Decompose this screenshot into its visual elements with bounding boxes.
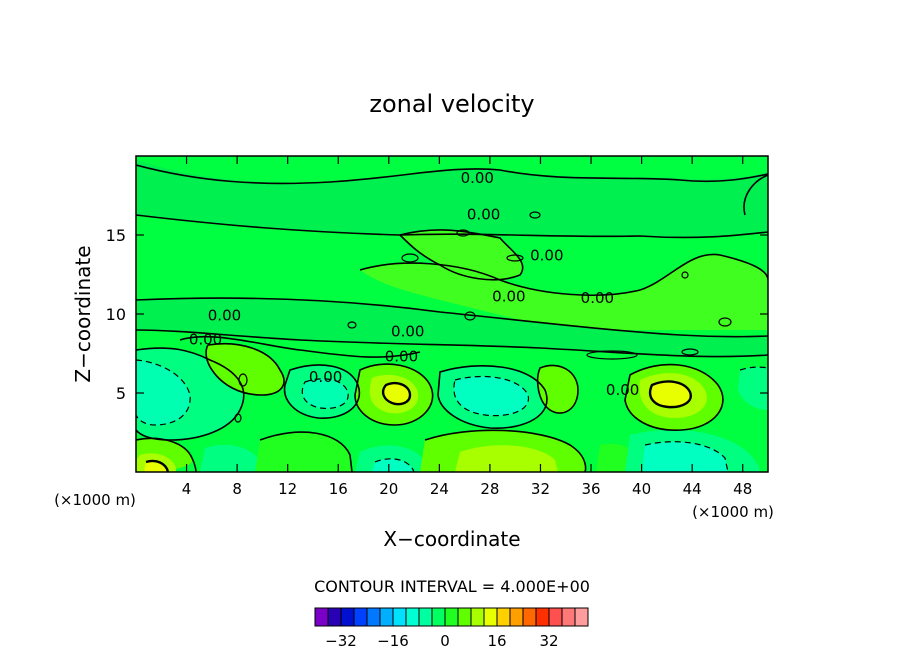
y-tick-label: 5 [116, 384, 126, 403]
y-axis-ticks: 5 10 15 [106, 226, 768, 403]
x-scale-note-right: (×1000 m) [692, 503, 774, 521]
x-tick-label: 20 [379, 480, 398, 498]
contour-label: 0.00 [530, 247, 563, 265]
colorbar-swatch [327, 607, 342, 627]
bottom-cell-d-inner [372, 458, 414, 472]
cell-c-core [383, 383, 410, 405]
contour-label: 0.00 [391, 322, 424, 340]
bottom-cell-c [255, 432, 352, 472]
x-tick-label: 44 [683, 480, 702, 498]
colorbar-swatch [561, 607, 576, 627]
colorbar-tick-label: −16 [377, 632, 409, 650]
contour-label-group: 0.00 0.00 0.00 0.00 0.00 0.00 0.00 0.00 0.00 0.00… [189, 169, 640, 399]
colorbar-swatch [470, 607, 485, 627]
bottom-cell-e-mid [455, 445, 558, 472]
layer-band [136, 298, 768, 357]
bottom-cell-b [200, 444, 264, 472]
colorbar-swatch [522, 607, 537, 627]
x-tick-label: 48 [733, 480, 752, 498]
contour-label: 0.00 [606, 381, 639, 399]
chart-title: zonal velocity [369, 90, 534, 118]
negative-contours [136, 359, 768, 472]
colorbar-swatch [535, 607, 550, 627]
colorbar-swatch [431, 607, 446, 627]
colorbar-swatch [483, 607, 498, 627]
colorbar-swatch [353, 607, 368, 627]
cell-b-inner [302, 378, 349, 409]
small-contours [234, 211, 732, 423]
contour-label: 0.00 [461, 169, 494, 187]
contour-label: 0.00 [581, 289, 614, 307]
colorbar-swatch [392, 607, 407, 627]
mid-patch [400, 229, 523, 280]
y-axis-label: Z−coordinate [71, 245, 95, 382]
x-tick-label: 24 [430, 480, 449, 498]
x-tick-label: 4 [182, 480, 192, 498]
contour-field: 0.00 0.00 0.00 0.00 0.00 0.00 0.00 0.00 0.00 0.00… [136, 156, 768, 472]
cell-a [206, 343, 284, 395]
colorbar-tick-label: 0 [440, 632, 450, 650]
x-scale-note-left: (×1000 m) [54, 491, 136, 509]
colorbar-swatch [444, 607, 459, 627]
contour-lines [136, 164, 768, 472]
cell-g [738, 367, 768, 410]
colorbar-tick-label: 32 [539, 632, 558, 650]
colorbar-tick-label: 16 [487, 632, 506, 650]
x-tick-label: 8 [232, 480, 242, 498]
contour-label: 0.00 [492, 288, 525, 306]
colorbar-tick-label: −32 [325, 632, 357, 650]
cell-f-core [650, 381, 691, 408]
colorbar-swatch [496, 607, 511, 627]
right-mid-patch [360, 254, 768, 330]
bottom-cell-d [355, 445, 428, 472]
x-tick-label: 12 [278, 480, 297, 498]
colorbar-ticks: −32 −16 0 16 32 [325, 632, 558, 650]
contour-label: 0.00 [309, 368, 342, 386]
contour-interval-label: CONTOUR INTERVAL = 4.000E+00 [314, 577, 590, 596]
y-tick-label: 15 [106, 226, 126, 245]
contour-label: 0.00 [208, 307, 241, 325]
x-tick-label: 32 [531, 480, 550, 498]
x-tick-label: 40 [632, 480, 651, 498]
left-cell-inner [136, 360, 191, 425]
x-tick-label: 28 [480, 480, 499, 498]
colorbar-swatch [366, 607, 381, 627]
x-axis-ticks: 4 8 12 16 20 24 28 32 36 40 44 48 [182, 156, 752, 498]
colorbar-swatch [405, 607, 420, 627]
x-axis-label: X−coordinate [383, 527, 520, 551]
contour-label: 0.00 [385, 348, 418, 366]
colorbar-swatch [509, 607, 524, 627]
contour-label: 0.00 [467, 205, 500, 223]
colorbar [314, 607, 589, 627]
contour-label: 0.00 [189, 330, 222, 348]
colorbar-swatch [379, 607, 394, 627]
colorbar-swatch [418, 607, 433, 627]
colorbar-swatch [340, 607, 355, 627]
cell-d-inner [453, 376, 529, 416]
y-tick-label: 10 [106, 305, 126, 324]
x-tick-label: 36 [581, 480, 600, 498]
bottom-cell-g-inner [642, 441, 728, 472]
colorbar-swatch [314, 607, 329, 627]
x-tick-label: 16 [329, 480, 348, 498]
colorbar-swatch [457, 607, 472, 627]
colorbar-swatch [574, 607, 589, 627]
colorbar-swatch [548, 607, 563, 627]
